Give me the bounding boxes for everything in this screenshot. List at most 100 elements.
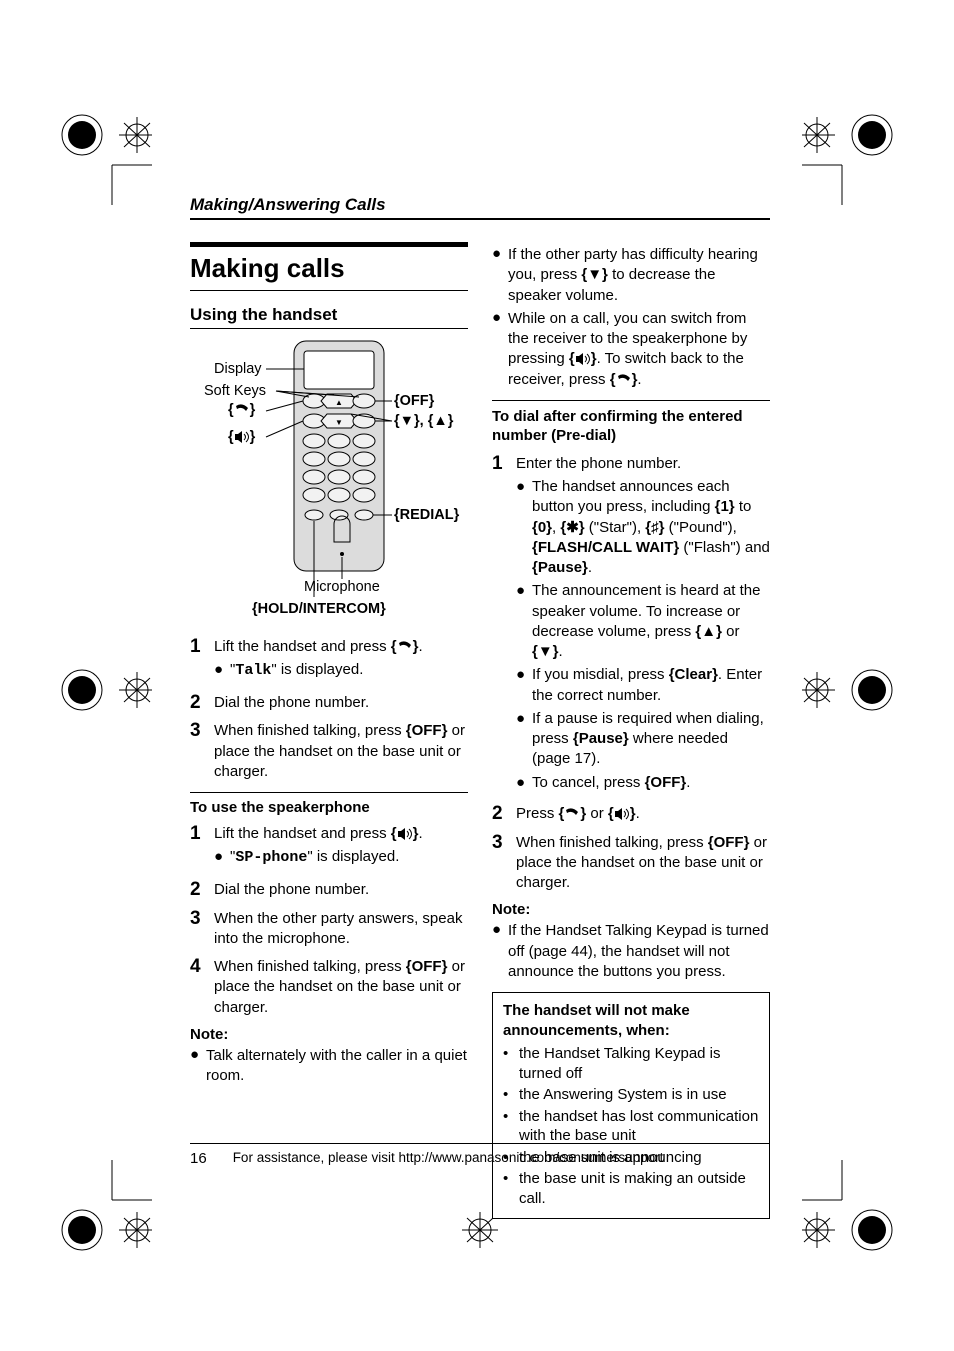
sp1-sub-b: " is displayed. xyxy=(307,848,399,865)
box-item: •the Answering System is in use xyxy=(503,1085,759,1105)
off-key-ref-4: {OFF} xyxy=(708,834,750,851)
up-key-ref: {▲} xyxy=(695,623,722,640)
sp1-sub-mono: SP-phone xyxy=(235,849,307,866)
sp-step-2: 2Dial the phone number. xyxy=(190,880,468,901)
svg-text:▲: ▲ xyxy=(335,398,343,407)
s1-sub-b: " is displayed. xyxy=(271,661,363,678)
sp-step-4: 4When finished talking, press {OFF} or p… xyxy=(190,957,468,1018)
step1-text-a: Lift the handset and press xyxy=(214,638,391,655)
pdb2-or: or xyxy=(722,623,740,640)
label-microphone: Microphone xyxy=(304,579,380,595)
key-pause: {Pause} xyxy=(532,559,588,576)
handset-svg: ▲ ▼ xyxy=(194,339,464,599)
sp1-a: Lift the handset and press xyxy=(214,825,391,842)
note-label-right: Note: xyxy=(492,901,770,918)
right-column: ●If the other party has difficulty heari… xyxy=(492,242,770,1219)
step2-text: Dial the phone number. xyxy=(214,693,468,714)
speakerphone-title: To use the speakerphone xyxy=(190,799,468,816)
talk-key-ref-3: {} xyxy=(559,805,587,822)
page-footer: 16 For assistance, please visit http://w… xyxy=(190,1143,770,1167)
sub-title: Using the handset xyxy=(190,305,468,329)
crop-mark-tl xyxy=(52,105,152,205)
pdb5-a: To cancel, press xyxy=(532,774,645,791)
sp-step-1: 1 Lift the handset and press {}. ●"SP-ph… xyxy=(190,824,468,872)
sp2-text: Dial the phone number. xyxy=(214,880,468,901)
rb2-c: . xyxy=(637,371,641,388)
label-arrows: {▼}, {▲} xyxy=(394,413,453,429)
sp1-b: . xyxy=(418,825,422,842)
pdb1-ft: ("Flash") and xyxy=(679,539,770,556)
label-softkeys: Soft Keys xyxy=(204,383,266,399)
pdb1-to: to xyxy=(735,498,752,515)
clear-key-ref: {Clear} xyxy=(669,666,718,683)
main-title: Making calls xyxy=(190,242,468,291)
s3-a: When finished talking, press xyxy=(214,722,406,739)
speaker-key-ref-2: {} xyxy=(569,350,597,367)
box-item: •the handset has lost communication with… xyxy=(503,1107,759,1146)
svg-text:▼: ▼ xyxy=(335,418,343,427)
s1-sub-mono: Talk xyxy=(235,662,271,679)
label-speaker-key: {} xyxy=(228,429,255,445)
crop-mark-br xyxy=(802,1160,902,1260)
section-header: Making/Answering Calls xyxy=(190,195,770,220)
left-note-1: Talk alternately with the caller in a qu… xyxy=(206,1046,468,1087)
pdb5-b: . xyxy=(686,774,690,791)
handset-diagram: ▲ ▼ xyxy=(194,339,464,629)
key-pound: {♯} xyxy=(645,519,664,536)
talk-key-ref-2: {} xyxy=(610,371,638,388)
step-2: 2Dial the phone number. xyxy=(190,693,468,714)
page-content: Making/Answering Calls Making calls Usin… xyxy=(190,195,770,1219)
talk-key-ref: {} xyxy=(391,638,419,655)
speaker-key-ref-3: {} xyxy=(608,805,636,822)
down-key-ref-2: {▼} xyxy=(532,643,559,660)
pds3-a: When finished talking, press xyxy=(516,834,708,851)
crop-mark-bl xyxy=(52,1160,152,1260)
crop-mark-ml xyxy=(52,660,152,720)
label-hold: {HOLD/INTERCOM} xyxy=(252,601,386,617)
sp3-text: When the other party answers, speak into… xyxy=(214,909,468,950)
step-1: 1 Lift the handset and press {}. ●"Talk"… xyxy=(190,637,468,685)
pdb1-pt: ("Pound"), xyxy=(664,519,736,536)
footer-text: For assistance, please visit http://www.… xyxy=(233,1150,664,1167)
page-number: 16 xyxy=(190,1150,207,1167)
speaker-key-ref: {} xyxy=(391,825,419,842)
label-talk-key: {} xyxy=(228,402,255,418)
down-key-ref: {▼} xyxy=(581,266,608,283)
key-flash: {FLASH/CALL WAIT} xyxy=(532,539,679,556)
note-label-left: Note: xyxy=(190,1026,468,1043)
announcement-box: The handset will not make announcements,… xyxy=(492,992,770,1219)
sp4-a: When finished talking, press xyxy=(214,958,406,975)
key-star: {✱} xyxy=(560,519,584,536)
pd-s1: Enter the phone number. xyxy=(516,455,681,472)
off-key-ref-3: {OFF} xyxy=(645,774,687,791)
pdb1-e: . xyxy=(588,559,592,576)
off-key-ref-2: {OFF} xyxy=(406,958,448,975)
step-3: 3When finished talking, press {OFF} or p… xyxy=(190,721,468,782)
pdb2-e: . xyxy=(559,643,563,660)
crop-mark-tr xyxy=(802,105,902,205)
off-key-ref: {OFF} xyxy=(406,722,448,739)
pds2-e: . xyxy=(636,805,640,822)
step1-text-b: . xyxy=(418,638,422,655)
box-item: •the Handset Talking Keypad is turned of… xyxy=(503,1044,759,1083)
pause-key-ref: {Pause} xyxy=(573,730,629,747)
label-redial: {REDIAL} xyxy=(394,507,459,523)
key-0: {0} xyxy=(532,519,552,536)
pd-step-2: 2 Press {} or {}. xyxy=(492,804,770,825)
pds2-or: or xyxy=(586,805,608,822)
pd-step-1: 1 Enter the phone number. ● The handset … xyxy=(492,454,770,796)
left-column: Making calls Using the handset ▲ xyxy=(190,242,468,1219)
box-item: •the base unit is making an outside call… xyxy=(503,1169,759,1208)
predial-title: To dial after confirming the entered num… xyxy=(492,407,770,446)
pdb3-a: If you misdial, press xyxy=(532,666,669,683)
crop-mark-mr xyxy=(802,660,902,720)
pd-step-3: 3 When finished talking, press {OFF} or … xyxy=(492,833,770,894)
label-display: Display xyxy=(214,361,262,377)
pdb1-a: The handset announces each button you pr… xyxy=(532,478,730,515)
sp-step-3: 3When the other party answers, speak int… xyxy=(190,909,468,950)
pds2-a: Press xyxy=(516,805,559,822)
key-1: {1} xyxy=(715,498,735,515)
box-title: The handset will not make announcements,… xyxy=(503,1001,759,1040)
label-off-key: {OFF} xyxy=(394,393,434,409)
right-note-1: If the Handset Talking Keypad is turned … xyxy=(508,921,770,982)
